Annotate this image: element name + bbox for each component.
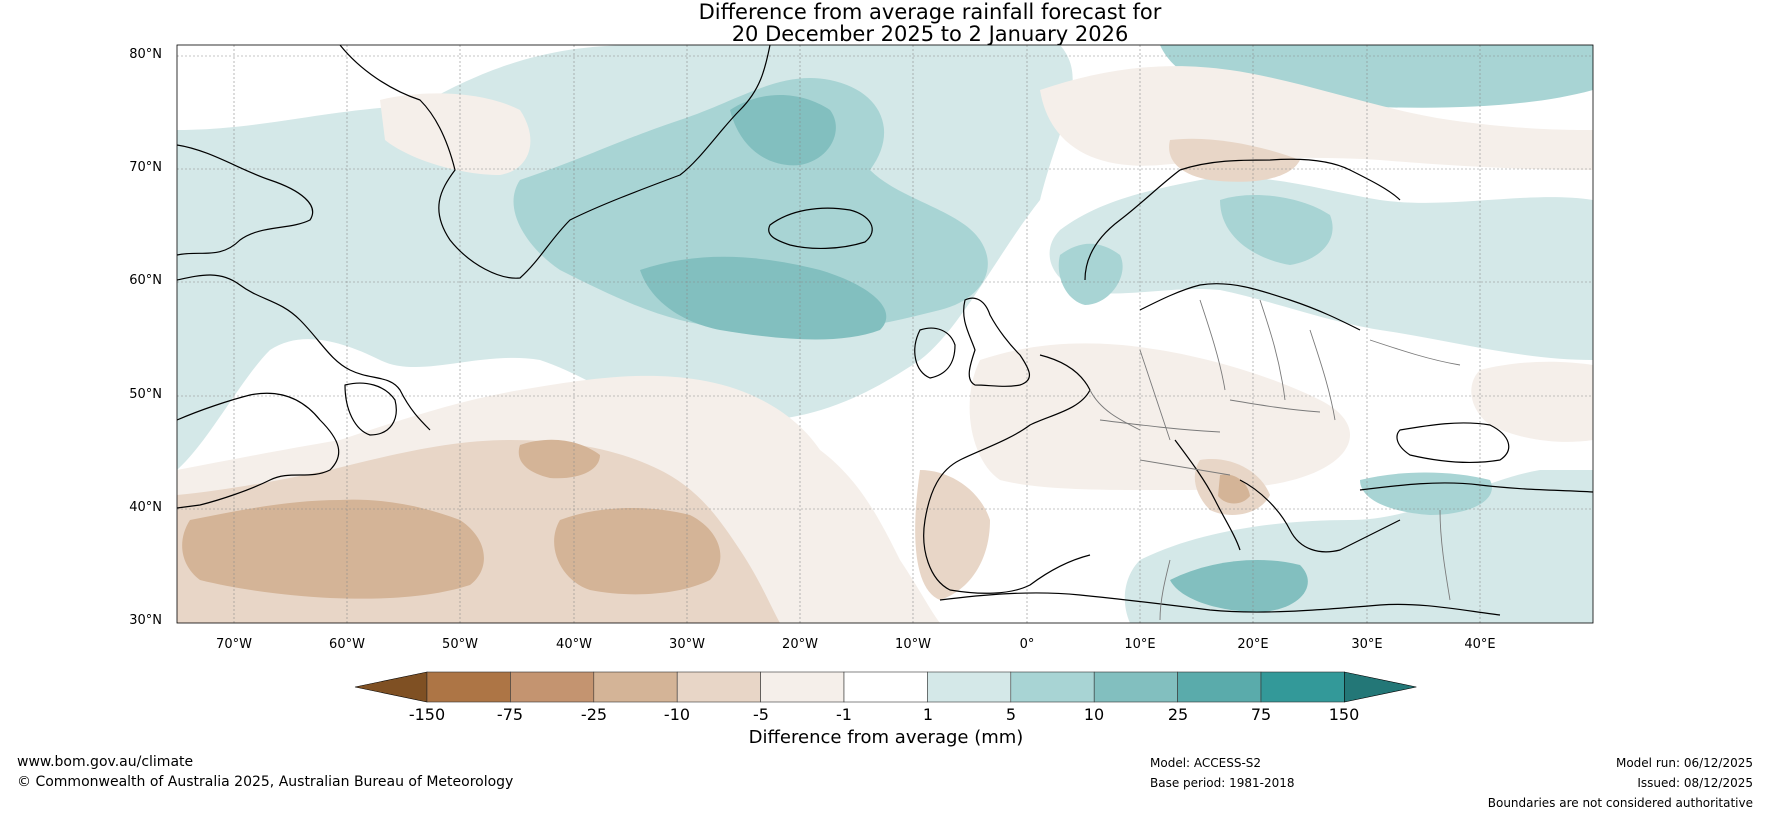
- model-text: Model: ACCESS-S2: [1150, 756, 1262, 770]
- wet-region-north-atlantic-inner: [640, 256, 887, 340]
- dry-region-iberia: [915, 470, 990, 600]
- colorbar-segment: [927, 671, 1012, 703]
- coastline-british-isles: [963, 297, 1030, 387]
- colorbar: [354, 671, 1417, 703]
- colorbar-segment: [1093, 671, 1178, 703]
- coastline-black-sea: [1396, 422, 1510, 464]
- lon-label-30e: 30°E: [1351, 637, 1383, 652]
- base-period-text: Base period: 1981-2018: [1150, 776, 1295, 790]
- model-run-text: Model run: 06/12/2025: [1615, 756, 1753, 770]
- colorbar-segment: [426, 671, 511, 703]
- wet-region-north-atlantic-core: [513, 78, 988, 332]
- lon-label-40e: 40°E: [1464, 637, 1496, 652]
- colorbar-extend-high: [1344, 671, 1417, 703]
- colorbar-segment: [1260, 671, 1345, 703]
- country-borders: [1089, 299, 1461, 621]
- colorbar-tick: 1: [922, 705, 934, 724]
- lon-label-40w: 40°W: [556, 637, 592, 652]
- graticule: [177, 45, 1593, 623]
- lon-label-10e: 10°E: [1124, 637, 1156, 652]
- coastlines: [177, 45, 1593, 616]
- coastline-norway: [1084, 158, 1401, 281]
- colorbar-label: Difference from average (mm): [748, 727, 1024, 748]
- colorbar-segment: [593, 671, 678, 703]
- lon-label-50w: 50°W: [442, 637, 478, 652]
- issued-text: Issued: 08/12/2025: [1637, 776, 1753, 790]
- lon-label-70w: 70°W: [216, 637, 252, 652]
- map-panel: [177, 45, 1593, 623]
- lat-label-30n: 30°N: [129, 613, 162, 628]
- lon-label-20e: 20°E: [1237, 637, 1269, 652]
- colorbar-tick: -10: [663, 705, 691, 724]
- coastline-north-africa: [939, 592, 1501, 616]
- dry-region-labrador-sea: [380, 93, 531, 175]
- lon-label-10w: 10°W: [895, 637, 931, 652]
- colorbar-tick: 75: [1250, 705, 1272, 724]
- colorbar-tick: -150: [408, 705, 446, 724]
- coastline-baffin: [177, 274, 431, 431]
- website-link[interactable]: www.bom.gov.au/climate: [17, 754, 194, 770]
- colorbar-tick: -5: [753, 705, 769, 724]
- lon-label-60w: 60°W: [329, 637, 365, 652]
- title-line-1: Difference from average rainfall forecas…: [698, 0, 1162, 24]
- coastline-ireland: [914, 327, 956, 379]
- colorbar-tick: -1: [836, 705, 852, 724]
- coastline-turkey: [1359, 482, 1593, 493]
- wet-region-scandinavia-core: [1058, 195, 1333, 305]
- lat-label-60n: 60°N: [129, 273, 162, 288]
- colorbar-tick: 5: [1005, 705, 1017, 724]
- coastline-baltic: [1139, 283, 1361, 331]
- colorbar-tick: 25: [1167, 705, 1189, 724]
- coastline-greenland: [339, 45, 771, 279]
- colorbar-segment: [760, 671, 845, 703]
- coastline-labrador: [177, 392, 340, 509]
- wet-region-mediterranean-core: [1170, 560, 1308, 612]
- coastline-balkans-greece: [1239, 479, 1401, 553]
- dry-region-subtropical-atlantic-core: [182, 439, 721, 599]
- coastline-europe-west: [923, 354, 1091, 594]
- colorbar-tick: -25: [580, 705, 608, 724]
- lon-label-0: 0°: [1019, 637, 1035, 652]
- dry-region-europe-central: [969, 343, 1350, 490]
- colorbar-segment: [1177, 671, 1262, 703]
- colorbar-segment: [676, 671, 761, 703]
- colorbar-tick: -75: [496, 705, 524, 724]
- map-frame: [176, 44, 1594, 624]
- coastline-italy: [1174, 439, 1241, 551]
- wet-region-scandinavia: [1049, 177, 1593, 360]
- copyright-text: © Commonwealth of Australia 2025, Austra…: [17, 774, 514, 790]
- lat-label-40n: 40°N: [129, 500, 162, 515]
- lon-label-30w: 30°W: [669, 637, 705, 652]
- colorbar-tick: 10: [1083, 705, 1105, 724]
- title-line-2: 20 December 2025 to 2 January 2026: [731, 22, 1129, 46]
- coastline-iceland: [768, 207, 873, 250]
- disclaimer-text: Boundaries are not considered authoritat…: [1487, 796, 1753, 810]
- lat-label-50n: 50°N: [129, 387, 162, 402]
- coastline-newfoundland: [344, 382, 397, 436]
- coastline-canadian-arctic: [177, 144, 314, 256]
- colorbar-segment: [1010, 671, 1095, 703]
- lon-label-20w: 20°W: [782, 637, 818, 652]
- lat-label-70n: 70°N: [129, 160, 162, 175]
- colorbar-extend-low: [354, 671, 428, 703]
- colorbar-tick: 150: [1328, 705, 1360, 724]
- lat-label-80n: 80°N: [129, 47, 162, 62]
- wet-region-greenland-east: [730, 95, 836, 166]
- colorbar-segment: [843, 671, 928, 703]
- dry-region-east: [1471, 361, 1593, 442]
- colorbar-segment: [510, 671, 595, 703]
- dry-region-balkans-core: [1218, 474, 1250, 504]
